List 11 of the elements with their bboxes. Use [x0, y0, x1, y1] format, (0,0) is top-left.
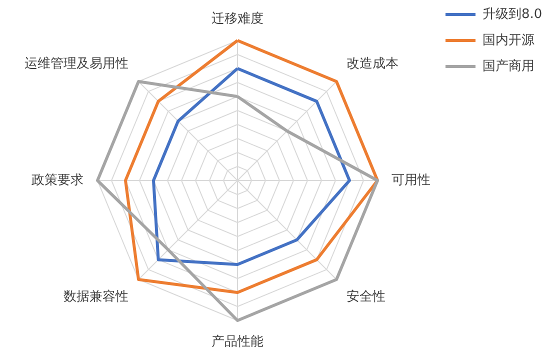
spoke-label: 运维管理及易用性: [24, 56, 129, 72]
legend-label: 升级到8.0: [482, 7, 542, 22]
spoke-label: 政策要求: [32, 173, 84, 188]
legend-label: 国产商用: [482, 59, 534, 74]
spoke-label: 安全性: [346, 288, 386, 304]
spoke-label: 改造成本: [346, 56, 398, 72]
legend-label: 国内开源: [482, 33, 534, 48]
spoke-label: 迁移难度: [212, 10, 264, 26]
spoke-label: 可用性: [392, 173, 430, 188]
spoke-label: 数据兼容性: [64, 288, 129, 304]
spoke-label: 产品性能: [212, 334, 264, 350]
